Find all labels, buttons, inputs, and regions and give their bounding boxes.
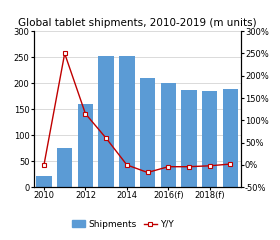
Bar bbox=[119, 56, 135, 187]
Bar bbox=[223, 90, 238, 187]
Bar bbox=[57, 148, 73, 187]
Bar bbox=[202, 91, 218, 187]
Bar bbox=[78, 104, 93, 187]
Bar bbox=[160, 83, 176, 187]
Legend: Shipments, Y/Y: Shipments, Y/Y bbox=[72, 220, 174, 229]
Title: Global tablet shipments, 2010-2019 (m units): Global tablet shipments, 2010-2019 (m un… bbox=[18, 18, 256, 28]
Bar bbox=[140, 78, 155, 187]
Bar bbox=[181, 90, 197, 187]
Bar bbox=[36, 176, 52, 187]
Bar bbox=[98, 56, 114, 187]
